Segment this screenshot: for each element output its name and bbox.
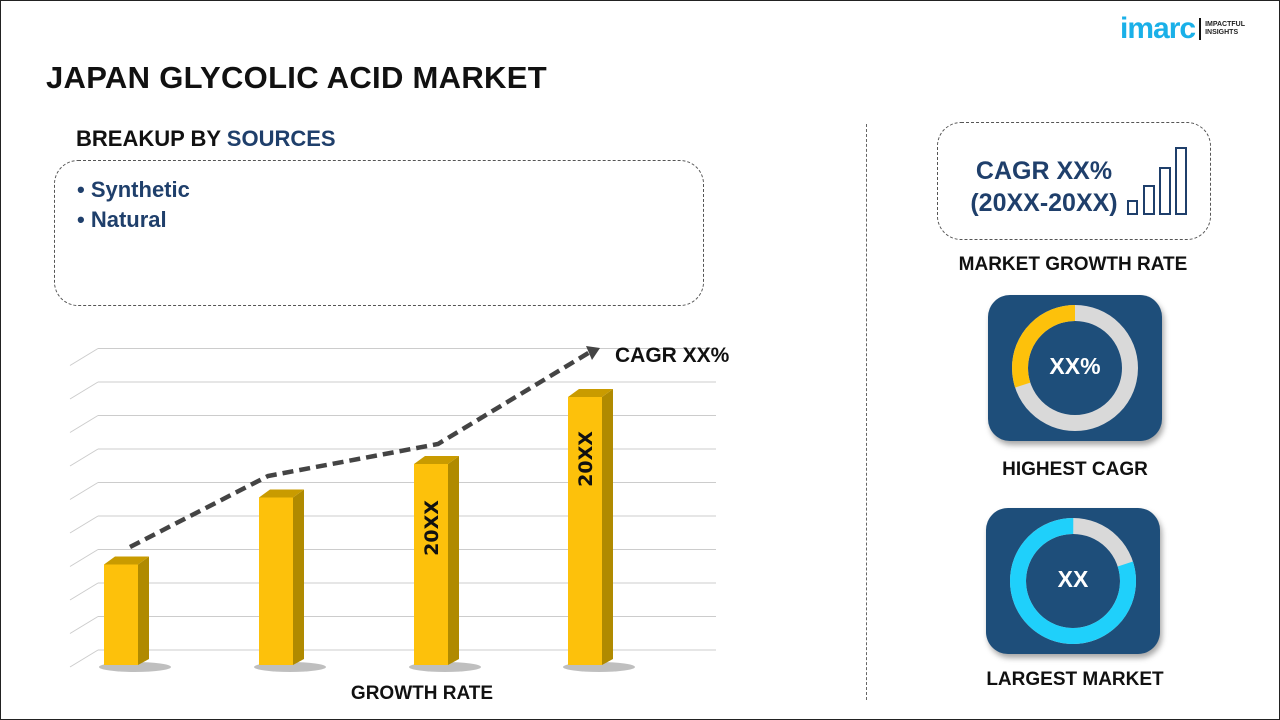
donut-segment xyxy=(1012,305,1138,431)
gridline-diagonal xyxy=(69,549,99,567)
bar-side xyxy=(293,489,304,665)
imarc-logo: imarc IMPACTFUL INSIGHTS xyxy=(1120,12,1245,46)
highest-cagr-tile: XX% xyxy=(988,295,1162,441)
cagr-value: CAGR XX% xyxy=(975,157,1113,185)
trend-line xyxy=(128,350,592,550)
source-item: • Natural xyxy=(77,207,167,232)
growth-chart: 20XX 20XX CAGR XX% GROWTH RATE xyxy=(69,344,730,704)
gridline-diagonal xyxy=(69,515,99,534)
highest-cagr-label: HIGHEST CAGR xyxy=(1002,459,1148,480)
market-growth-rate-label: MARKET GROWTH RATE xyxy=(958,254,1188,275)
bar xyxy=(259,497,293,665)
bar-side xyxy=(602,389,613,665)
largest-market-donut xyxy=(1010,518,1136,644)
source-item: • Synthetic xyxy=(77,177,190,202)
page-title: JAPAN GLYCOLIC ACID MARKET xyxy=(46,60,547,95)
bar-top xyxy=(414,456,459,464)
donut-segment xyxy=(1010,518,1136,644)
gridline-diagonal xyxy=(69,649,99,668)
bar-side xyxy=(138,556,149,665)
bar-label: 20XX xyxy=(575,431,597,487)
largest-market-tile: XX xyxy=(986,508,1160,654)
largest-market-value: XX xyxy=(1057,566,1089,592)
gridline-diagonal xyxy=(69,448,99,467)
sources-box: • Synthetic • Natural xyxy=(54,160,704,306)
gridline-diagonal xyxy=(69,582,99,601)
largest-market-label: LARGEST MARKET xyxy=(986,669,1164,690)
cagr-box: CAGR XX% (20XX-20XX) xyxy=(937,122,1211,240)
bar xyxy=(414,464,448,665)
gridline-diagonal xyxy=(69,381,99,400)
divider xyxy=(866,124,867,700)
bar xyxy=(568,397,602,665)
bar-side xyxy=(448,456,459,665)
trend-arrow-icon xyxy=(586,346,600,360)
highest-cagr-value: XX% xyxy=(1049,353,1101,379)
bar-top xyxy=(568,389,613,397)
gridline-diagonal xyxy=(69,616,99,634)
bar-top xyxy=(104,556,149,565)
gridline-diagonal xyxy=(69,482,99,500)
logo-tagline: IMPACTFUL INSIGHTS xyxy=(1205,21,1245,36)
bar-chart-icon xyxy=(1127,147,1187,215)
gridline-diagonal xyxy=(69,348,99,366)
bar xyxy=(104,564,138,665)
cagr-annotation: CAGR XX% xyxy=(615,344,730,367)
highest-cagr-donut xyxy=(1012,305,1138,431)
breakup-heading: BREAKUP BY SOURCES xyxy=(76,126,336,151)
gridline-diagonal xyxy=(69,415,99,433)
logo-word: imarc xyxy=(1120,12,1196,45)
bar-top xyxy=(259,489,304,498)
x-axis-label: GROWTH RATE xyxy=(351,683,493,704)
cagr-period: (20XX-20XX) xyxy=(970,189,1118,217)
logo-divider xyxy=(1199,18,1202,40)
bar-label: 20XX xyxy=(421,500,443,556)
